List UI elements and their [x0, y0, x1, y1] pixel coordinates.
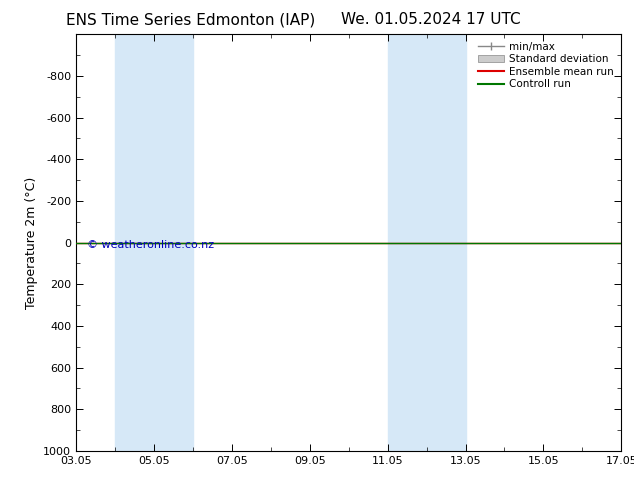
Text: We. 01.05.2024 17 UTC: We. 01.05.2024 17 UTC [341, 12, 521, 27]
Bar [115, 34, 193, 451]
Text: © weatheronline.co.nz: © weatheronline.co.nz [87, 241, 214, 250]
Text: ENS Time Series Edmonton (IAP): ENS Time Series Edmonton (IAP) [65, 12, 315, 27]
Bar [387, 34, 465, 451]
Y-axis label: Temperature 2m (°C): Temperature 2m (°C) [25, 176, 37, 309]
Legend: min/max, Standard deviation, Ensemble mean run, Controll run: min/max, Standard deviation, Ensemble me… [474, 37, 618, 94]
